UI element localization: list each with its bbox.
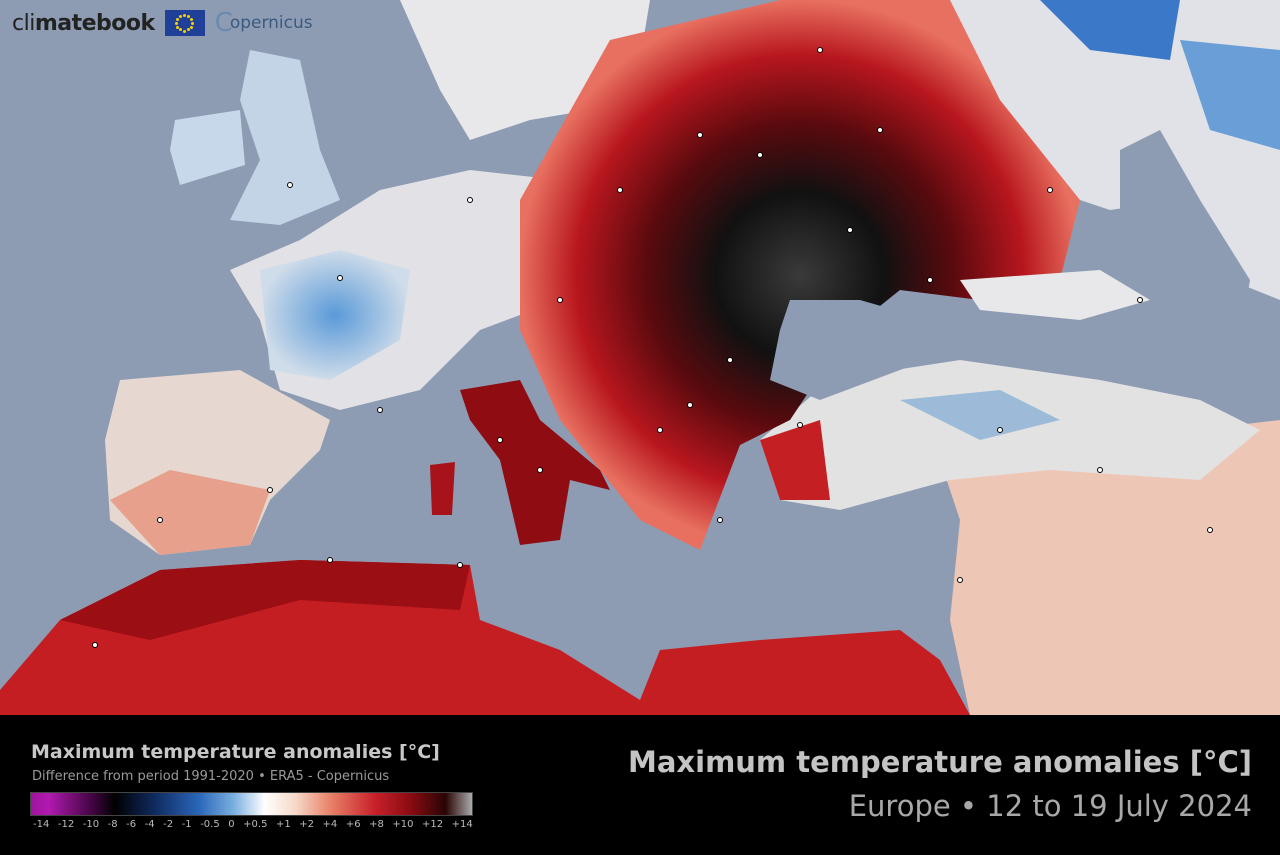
legend-tick: -0.5 <box>200 819 220 830</box>
city-marker <box>847 227 853 233</box>
legend-tick: +12 <box>422 819 444 830</box>
legend-tick: -4 <box>144 819 155 830</box>
anatolia <box>760 360 1260 510</box>
legend-tick: +4 <box>322 819 338 830</box>
city-marker <box>1207 527 1213 533</box>
legend-tick: -2 <box>163 819 174 830</box>
city-marker <box>797 422 803 428</box>
great-britain <box>230 50 340 225</box>
city-marker <box>817 47 823 53</box>
city-marker <box>267 487 273 493</box>
city-marker <box>327 557 333 563</box>
legend-tick: -6 <box>126 819 137 830</box>
eu-flag-icon <box>164 10 205 36</box>
city-marker <box>717 517 723 523</box>
city-marker <box>657 427 663 433</box>
legend-colorbar <box>30 792 473 816</box>
city-marker <box>497 437 503 443</box>
eastern-europe <box>520 0 1080 550</box>
city-marker <box>337 275 343 281</box>
legend-tick: +14 <box>451 819 473 830</box>
city-marker <box>157 517 163 523</box>
anomaly-map <box>0 0 1280 715</box>
city-marker <box>557 297 563 303</box>
italy <box>460 380 610 545</box>
legend-tick: +10 <box>392 819 414 830</box>
city-marker <box>687 402 693 408</box>
legend-tick: +0.5 <box>243 819 268 830</box>
legend-tick: +6 <box>345 819 361 830</box>
city-marker <box>457 562 463 568</box>
caspian-sea <box>1120 130 1250 340</box>
map-subtitle: Europe • 12 to 19 July 2024 <box>848 789 1252 823</box>
legend-title: Maximum temperature anomalies [°C] <box>31 741 440 763</box>
city-marker <box>377 407 383 413</box>
city-marker <box>877 127 883 133</box>
france-cold <box>260 250 410 380</box>
middle-east <box>940 420 1280 715</box>
city-markers <box>92 47 1213 648</box>
city-marker <box>1097 467 1103 473</box>
city-marker <box>927 277 933 283</box>
city-marker <box>957 577 963 583</box>
ireland <box>170 110 245 185</box>
legend-tick: +8 <box>369 819 384 830</box>
legend-subtitle: Difference from period 1991-2020 • ERA5 … <box>32 769 390 784</box>
footer-panel: Maximum temperature anomalies [°C] Diffe… <box>0 715 1280 855</box>
city-marker <box>1137 297 1143 303</box>
legend-tick: -8 <box>107 819 118 830</box>
legend-tick: -1 <box>181 819 192 830</box>
legend-tick: -12 <box>57 819 75 830</box>
city-marker <box>1047 187 1053 193</box>
city-marker <box>92 642 98 648</box>
legend-ticks: -14 -12 -10 -8 -6 -4 -2 -1 -0.5 0 +0.5 +1 +2 +4 +6 +8 +1… <box>33 819 473 830</box>
legend-tick: -14 <box>33 819 50 830</box>
map-title: Maximum temperature anomalies [°C] <box>628 745 1252 779</box>
legend-tick: 0 <box>228 819 235 830</box>
city-marker <box>617 187 623 193</box>
city-marker <box>727 357 733 363</box>
legend-tick: +1 <box>275 819 291 830</box>
legend-tick: -10 <box>82 819 100 830</box>
city-marker <box>467 197 473 203</box>
city-marker <box>697 132 703 138</box>
black-sea <box>770 300 980 400</box>
city-marker <box>287 182 293 188</box>
city-marker <box>537 467 543 473</box>
city-marker <box>757 152 763 158</box>
city-marker <box>997 427 1003 433</box>
legend-tick: +2 <box>299 819 315 830</box>
